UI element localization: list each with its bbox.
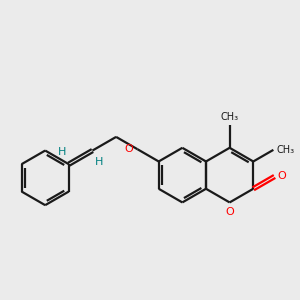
Text: CH₃: CH₃ — [220, 112, 239, 122]
Text: O: O — [278, 172, 286, 182]
Text: O: O — [225, 207, 234, 217]
Text: H: H — [95, 158, 103, 167]
Text: CH₃: CH₃ — [276, 145, 295, 155]
Text: H: H — [58, 147, 66, 158]
Text: O: O — [124, 144, 133, 154]
